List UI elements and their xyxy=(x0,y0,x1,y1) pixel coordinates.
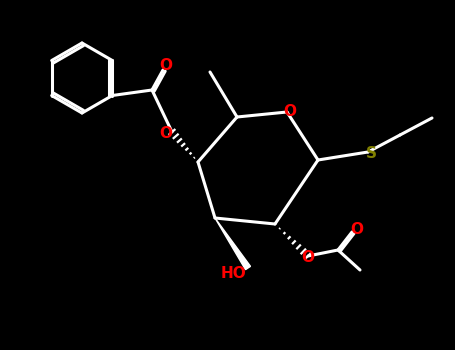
Text: HO: HO xyxy=(221,266,247,280)
Polygon shape xyxy=(215,218,251,270)
Text: O: O xyxy=(160,126,172,140)
Text: O: O xyxy=(160,57,172,72)
Text: O: O xyxy=(283,104,297,119)
Text: S: S xyxy=(365,146,376,161)
Text: O: O xyxy=(350,222,364,237)
Text: O: O xyxy=(302,251,314,266)
